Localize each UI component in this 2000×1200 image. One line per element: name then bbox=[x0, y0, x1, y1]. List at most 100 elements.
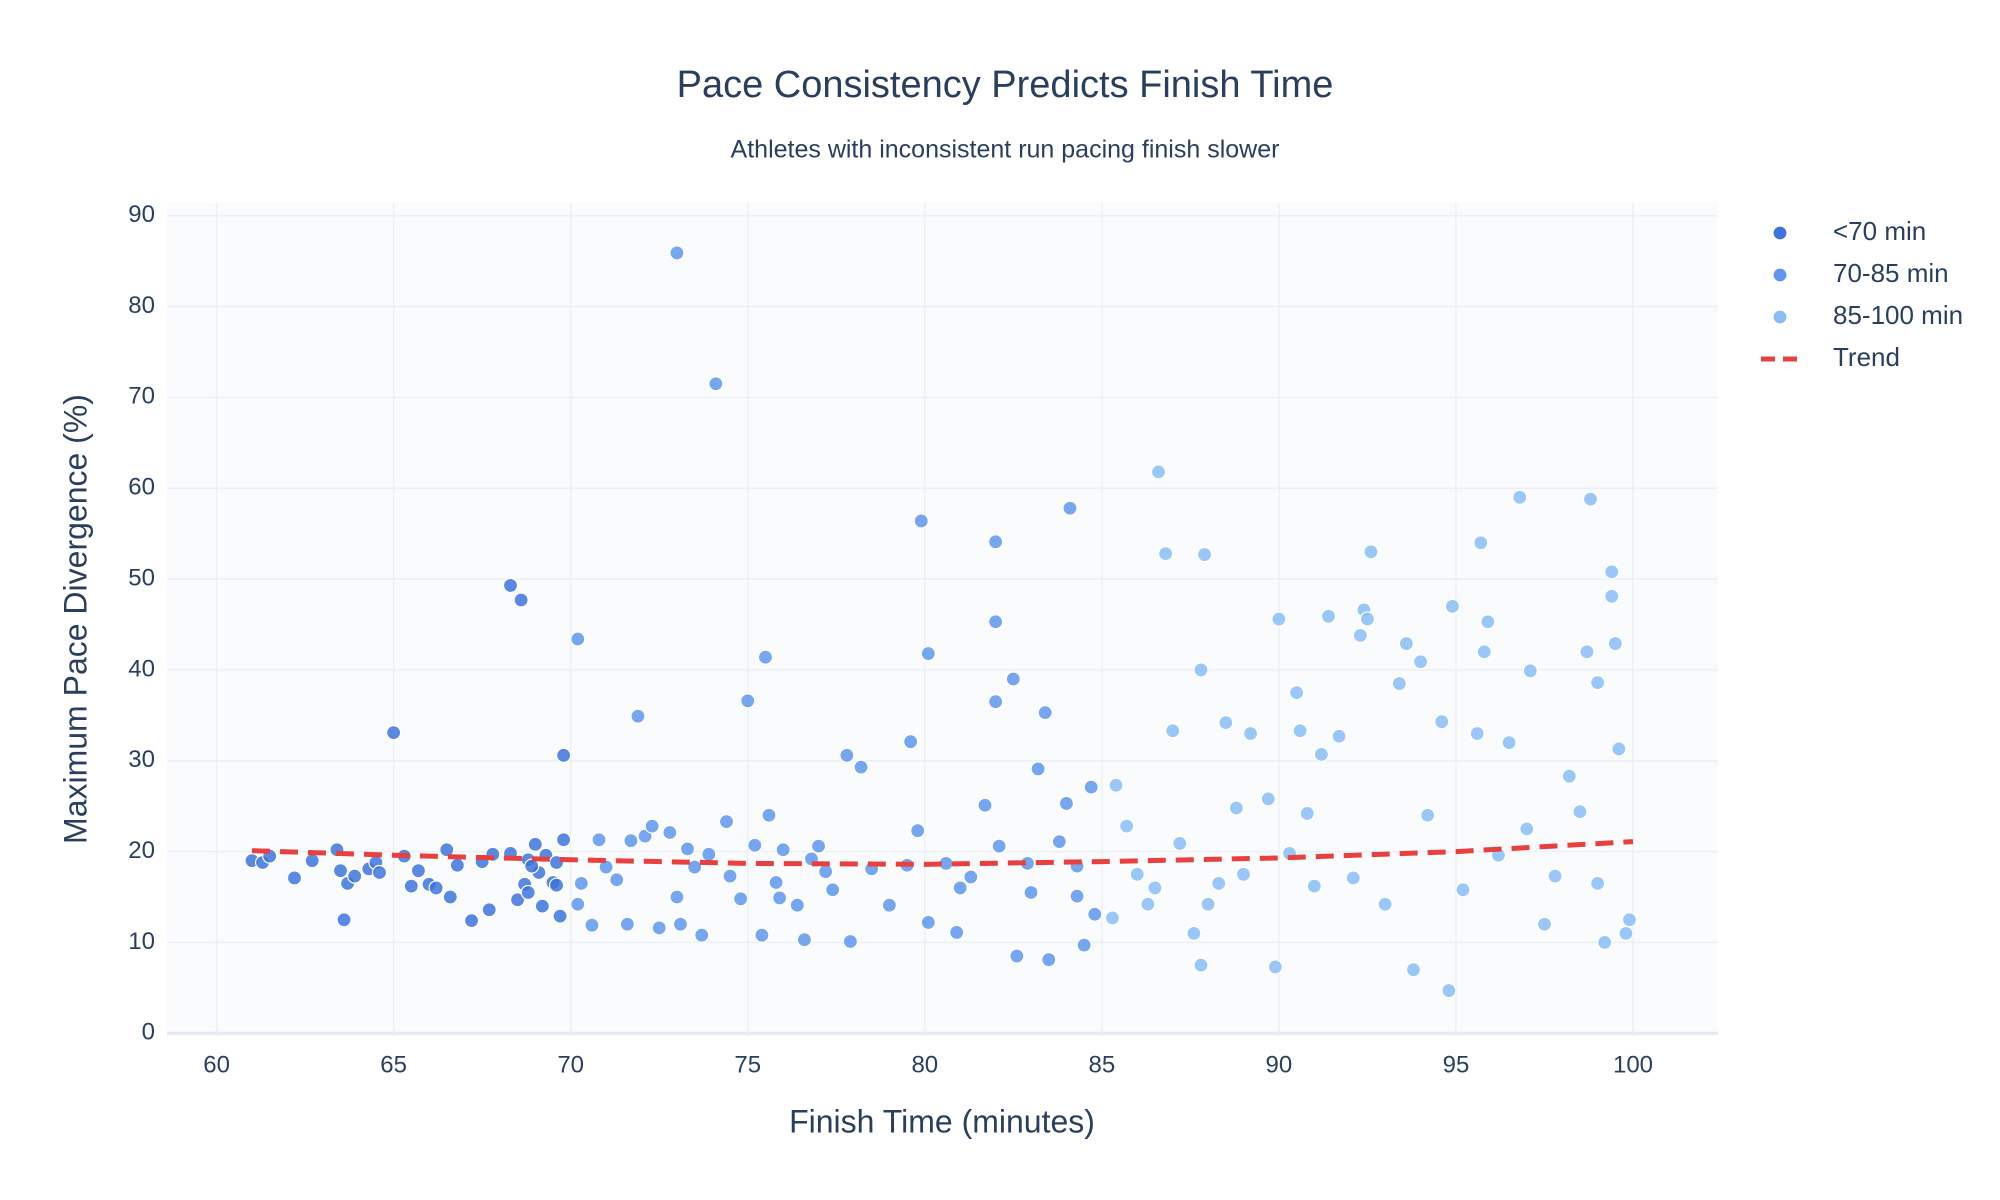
point bbox=[1604, 588, 1620, 604]
x-axis-title: Finish Time (minutes) bbox=[789, 1103, 1095, 1139]
y-axis-title: Maximum Pace Divergence (%) bbox=[57, 394, 93, 844]
point bbox=[304, 853, 320, 869]
point bbox=[1391, 675, 1407, 692]
point bbox=[556, 832, 572, 848]
point bbox=[977, 797, 993, 813]
point bbox=[733, 891, 749, 907]
point bbox=[619, 916, 635, 932]
point bbox=[1412, 654, 1429, 670]
point bbox=[524, 858, 540, 874]
point bbox=[768, 874, 784, 891]
point bbox=[1289, 685, 1305, 701]
point bbox=[1405, 962, 1422, 978]
point bbox=[1607, 635, 1623, 652]
point bbox=[1519, 821, 1535, 837]
point bbox=[853, 759, 869, 775]
point bbox=[679, 841, 696, 857]
point bbox=[1618, 925, 1634, 941]
point bbox=[701, 846, 717, 862]
point bbox=[708, 376, 724, 392]
point bbox=[920, 914, 936, 931]
point bbox=[1051, 834, 1067, 850]
point bbox=[920, 645, 936, 662]
y-tick-label: 80 bbox=[128, 292, 155, 319]
point bbox=[789, 897, 805, 913]
point bbox=[1030, 761, 1046, 777]
point bbox=[1590, 875, 1606, 891]
point bbox=[1193, 957, 1209, 973]
legend-label: 70-85 min bbox=[1833, 258, 1949, 288]
point bbox=[410, 863, 427, 879]
point bbox=[1009, 948, 1025, 964]
point bbox=[1267, 959, 1283, 975]
point bbox=[591, 832, 607, 848]
point bbox=[963, 869, 979, 885]
x-tick-label: 60 bbox=[203, 1051, 230, 1078]
legend-marker bbox=[1772, 225, 1788, 241]
point bbox=[903, 734, 919, 750]
point bbox=[988, 614, 1004, 630]
point bbox=[757, 649, 774, 665]
point bbox=[386, 724, 402, 741]
point bbox=[1076, 937, 1092, 953]
point bbox=[1501, 734, 1517, 751]
y-tick-label: 90 bbox=[128, 201, 155, 228]
point bbox=[502, 577, 519, 594]
point bbox=[1041, 952, 1057, 968]
y-tick-label: 0 bbox=[142, 1019, 155, 1046]
point bbox=[534, 898, 550, 914]
point bbox=[1345, 870, 1361, 886]
point bbox=[1579, 644, 1595, 660]
chart-subtitle: Athletes with inconsistent run pacing fi… bbox=[731, 136, 1280, 164]
point bbox=[286, 870, 303, 886]
point bbox=[609, 872, 625, 888]
point bbox=[1242, 725, 1259, 742]
point bbox=[1196, 546, 1213, 563]
point bbox=[1129, 866, 1145, 882]
point bbox=[481, 902, 497, 918]
x-tick-label: 95 bbox=[1443, 1051, 1470, 1078]
point bbox=[1536, 916, 1553, 932]
legend-label: Trend bbox=[1833, 342, 1900, 372]
point bbox=[1211, 875, 1227, 891]
point bbox=[1200, 896, 1216, 912]
point bbox=[347, 868, 363, 884]
point bbox=[1299, 805, 1315, 822]
point bbox=[1228, 800, 1245, 816]
point bbox=[1377, 896, 1393, 912]
point bbox=[449, 857, 465, 873]
point bbox=[1193, 662, 1209, 678]
point bbox=[722, 868, 738, 884]
point bbox=[1235, 866, 1252, 882]
point bbox=[772, 890, 788, 906]
point bbox=[527, 836, 543, 852]
chart-title: Pace Consistency Predicts Finish Time bbox=[677, 64, 1334, 106]
point bbox=[754, 927, 770, 943]
point bbox=[1292, 723, 1308, 739]
point bbox=[1104, 910, 1121, 926]
point bbox=[1455, 882, 1471, 898]
point bbox=[1087, 906, 1103, 922]
point bbox=[1398, 635, 1414, 652]
y-tick-label: 30 bbox=[128, 746, 155, 773]
point bbox=[1522, 663, 1538, 679]
point bbox=[1058, 795, 1075, 812]
point bbox=[1157, 546, 1174, 562]
point bbox=[988, 694, 1004, 710]
point bbox=[1363, 544, 1379, 560]
point bbox=[1469, 725, 1485, 742]
point bbox=[1083, 779, 1099, 795]
point bbox=[1621, 912, 1638, 928]
point bbox=[1480, 614, 1496, 630]
x-tick-label: 80 bbox=[911, 1051, 938, 1078]
trend-line bbox=[251, 839, 1634, 867]
point bbox=[949, 924, 965, 941]
y-tick-label: 10 bbox=[128, 928, 155, 955]
y-tick-label: 50 bbox=[128, 564, 155, 591]
point bbox=[1561, 768, 1577, 784]
series-points bbox=[1104, 464, 1638, 999]
point bbox=[1218, 715, 1234, 731]
point bbox=[1062, 500, 1078, 516]
point bbox=[842, 933, 859, 950]
legend-label: 85-100 min bbox=[1833, 300, 1963, 330]
